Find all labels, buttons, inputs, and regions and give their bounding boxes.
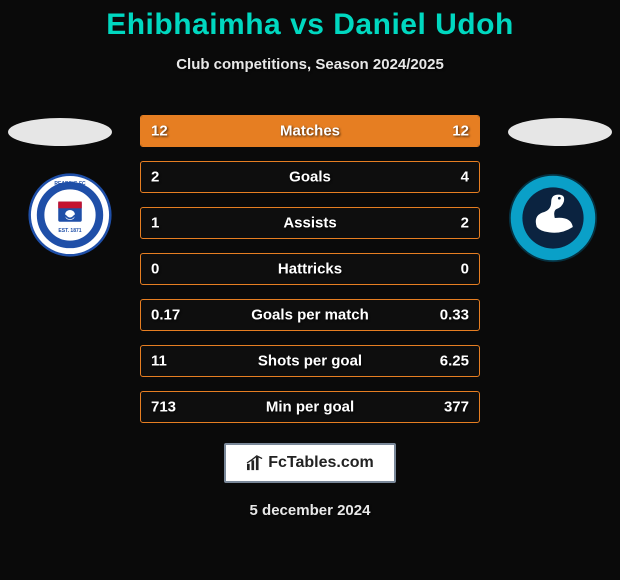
logo-text: FcTables.com (268, 454, 374, 472)
stat-row: 713 Min per goal 377 (140, 391, 480, 423)
page-title: Ehibhaimha vs Daniel Udoh (0, 8, 620, 42)
stat-value-left: 0 (151, 261, 159, 278)
stat-value-right: 0 (461, 261, 469, 278)
stat-row: 11 Shots per goal 6.25 (140, 345, 480, 377)
stat-label: Hattricks (278, 261, 342, 278)
date-text: 5 december 2024 (250, 502, 371, 519)
stat-value-right: 6.25 (440, 353, 469, 370)
stat-value-right: 4 (461, 169, 469, 186)
ellipse-left (8, 118, 112, 146)
stat-label: Goals (289, 169, 331, 186)
comparison-panel: READING FC EST. 1871 12Matches122Goals41… (0, 103, 620, 443)
stat-row: 0 Hattricks 0 (140, 253, 480, 285)
stat-label: Goals per match (251, 307, 369, 324)
club-badge-left: READING FC EST. 1871 (28, 173, 112, 257)
reading-badge-icon: READING FC EST. 1871 (28, 173, 112, 257)
ellipse-right (508, 118, 612, 146)
chart-icon (246, 455, 264, 471)
stat-value-right: 12 (452, 123, 469, 140)
svg-text:READING FC: READING FC (54, 181, 86, 187)
stat-label: Shots per goal (258, 353, 362, 370)
wycombe-badge-icon (508, 173, 598, 263)
subtitle: Club competitions, Season 2024/2025 (0, 56, 620, 73)
stat-row: 1 Assists 2 (140, 207, 480, 239)
stat-value-left: 0.17 (151, 307, 180, 324)
stat-value-right: 2 (461, 215, 469, 232)
stat-value-right: 377 (444, 399, 469, 416)
fctables-logo: FcTables.com (224, 443, 396, 483)
stat-value-left: 11 (151, 353, 167, 370)
stat-value-left: 2 (151, 169, 159, 186)
stat-label: Matches (280, 123, 340, 140)
stat-label: Min per goal (266, 399, 354, 416)
club-badge-right (508, 173, 598, 263)
svg-text:EST. 1871: EST. 1871 (58, 228, 81, 234)
stat-value-left: 12 (151, 123, 168, 140)
stats-list: 12 Matches 12 2 Goals 4 1 Assists 2 0 Hattricks 0 0.… (140, 115, 480, 437)
stat-row: 0.17 Goals per match 0.33 (140, 299, 480, 331)
stat-label: Assists (283, 215, 336, 232)
stat-row: 12 Matches 12 (140, 115, 480, 147)
stat-value-left: 1 (151, 215, 159, 232)
stat-value-right: 0.33 (440, 307, 469, 324)
stat-value-left: 713 (151, 399, 176, 416)
stat-row: 2 Goals 4 (140, 161, 480, 193)
